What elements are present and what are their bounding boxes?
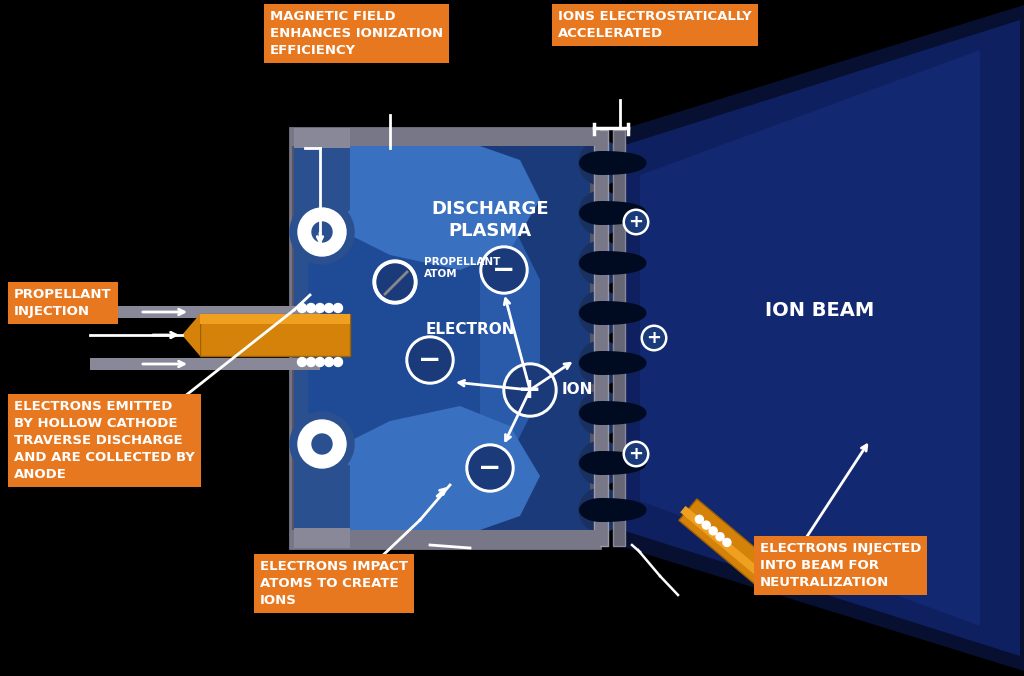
Bar xyxy=(613,130,625,546)
Text: PROPELLANT
ATOM: PROPELLANT ATOM xyxy=(424,257,501,279)
Text: −: − xyxy=(478,454,502,482)
Text: ION BEAM: ION BEAM xyxy=(765,301,874,320)
Circle shape xyxy=(469,447,511,489)
Circle shape xyxy=(723,538,731,546)
Circle shape xyxy=(579,488,623,532)
Bar xyxy=(294,128,350,148)
Text: ELECTRONS IMPACT
ATOMS TO CREATE
IONS: ELECTRONS IMPACT ATOMS TO CREATE IONS xyxy=(260,560,408,607)
Text: ELECTRONS EMITTED
BY HOLLOW CATHODE
TRAVERSE DISCHARGE
AND ARE COLLECTED BY
ANOD: ELECTRONS EMITTED BY HOLLOW CATHODE TRAV… xyxy=(14,400,195,481)
Circle shape xyxy=(506,366,554,414)
Circle shape xyxy=(579,241,623,285)
Text: +: + xyxy=(518,376,542,404)
Text: ELECTRONS INJECTED
INTO BEAM FOR
NEUTRALIZATION: ELECTRONS INJECTED INTO BEAM FOR NEUTRAL… xyxy=(760,542,922,589)
Polygon shape xyxy=(182,314,200,356)
Circle shape xyxy=(579,441,623,485)
Text: −: − xyxy=(784,548,806,572)
Polygon shape xyxy=(308,146,540,530)
Bar xyxy=(290,128,600,548)
Circle shape xyxy=(306,358,315,366)
Bar xyxy=(294,528,350,548)
Bar xyxy=(90,358,319,370)
Circle shape xyxy=(480,246,528,294)
Circle shape xyxy=(466,444,514,492)
Circle shape xyxy=(579,391,623,435)
Text: +: + xyxy=(646,329,662,347)
Circle shape xyxy=(409,339,451,381)
Circle shape xyxy=(773,537,817,581)
Circle shape xyxy=(579,141,623,185)
Bar xyxy=(594,130,608,546)
Circle shape xyxy=(325,304,334,312)
Polygon shape xyxy=(579,301,646,325)
Polygon shape xyxy=(579,498,646,522)
Polygon shape xyxy=(579,351,646,375)
Circle shape xyxy=(406,336,454,384)
Bar xyxy=(90,306,319,318)
Bar xyxy=(200,314,350,356)
Polygon shape xyxy=(308,146,480,530)
Circle shape xyxy=(290,200,354,264)
Bar xyxy=(308,146,590,530)
Text: MAGNETIC FIELD
ENHANCES IONIZATION
EFFICIENCY: MAGNETIC FIELD ENHANCES IONIZATION EFFIC… xyxy=(270,10,443,57)
Circle shape xyxy=(710,527,717,535)
Circle shape xyxy=(306,304,315,312)
Circle shape xyxy=(334,304,342,312)
Circle shape xyxy=(776,541,814,579)
Text: −: − xyxy=(493,256,516,284)
Text: +: + xyxy=(629,213,643,231)
Polygon shape xyxy=(308,146,540,270)
Circle shape xyxy=(695,515,703,523)
Circle shape xyxy=(579,341,623,385)
Circle shape xyxy=(290,412,354,476)
Circle shape xyxy=(298,420,346,468)
Circle shape xyxy=(716,533,724,541)
Text: ELECTRON: ELECTRON xyxy=(425,322,515,337)
Text: ION: ION xyxy=(562,383,593,397)
Circle shape xyxy=(315,304,325,312)
Circle shape xyxy=(325,358,334,366)
Polygon shape xyxy=(579,401,646,425)
Circle shape xyxy=(298,358,306,366)
Polygon shape xyxy=(620,5,1024,671)
Bar xyxy=(290,128,600,146)
Text: PROPELLANT
INJECTION: PROPELLANT INJECTION xyxy=(14,288,112,318)
Bar xyxy=(290,530,600,548)
Circle shape xyxy=(298,208,346,256)
Circle shape xyxy=(315,358,325,366)
Circle shape xyxy=(334,358,342,366)
Bar xyxy=(200,314,350,324)
Circle shape xyxy=(298,304,306,312)
Polygon shape xyxy=(579,201,646,225)
Circle shape xyxy=(503,363,557,417)
Circle shape xyxy=(483,249,525,291)
Polygon shape xyxy=(308,406,540,530)
Circle shape xyxy=(312,434,332,454)
Circle shape xyxy=(377,264,413,300)
Polygon shape xyxy=(679,499,781,591)
Text: DISCHARGE
PLASMA: DISCHARGE PLASMA xyxy=(431,200,549,240)
Polygon shape xyxy=(294,146,350,530)
Polygon shape xyxy=(579,251,646,275)
Polygon shape xyxy=(579,451,646,475)
Text: +: + xyxy=(629,445,643,463)
Circle shape xyxy=(373,260,417,304)
Polygon shape xyxy=(625,20,1020,656)
Circle shape xyxy=(312,222,332,242)
Circle shape xyxy=(579,291,623,335)
Text: IONS ELECTROSTATICALLY
ACCELERATED: IONS ELECTROSTATICALLY ACCELERATED xyxy=(558,10,752,40)
Circle shape xyxy=(702,521,711,529)
Circle shape xyxy=(579,191,623,235)
Polygon shape xyxy=(579,151,646,175)
Text: −: − xyxy=(419,346,441,374)
Polygon shape xyxy=(640,50,980,626)
